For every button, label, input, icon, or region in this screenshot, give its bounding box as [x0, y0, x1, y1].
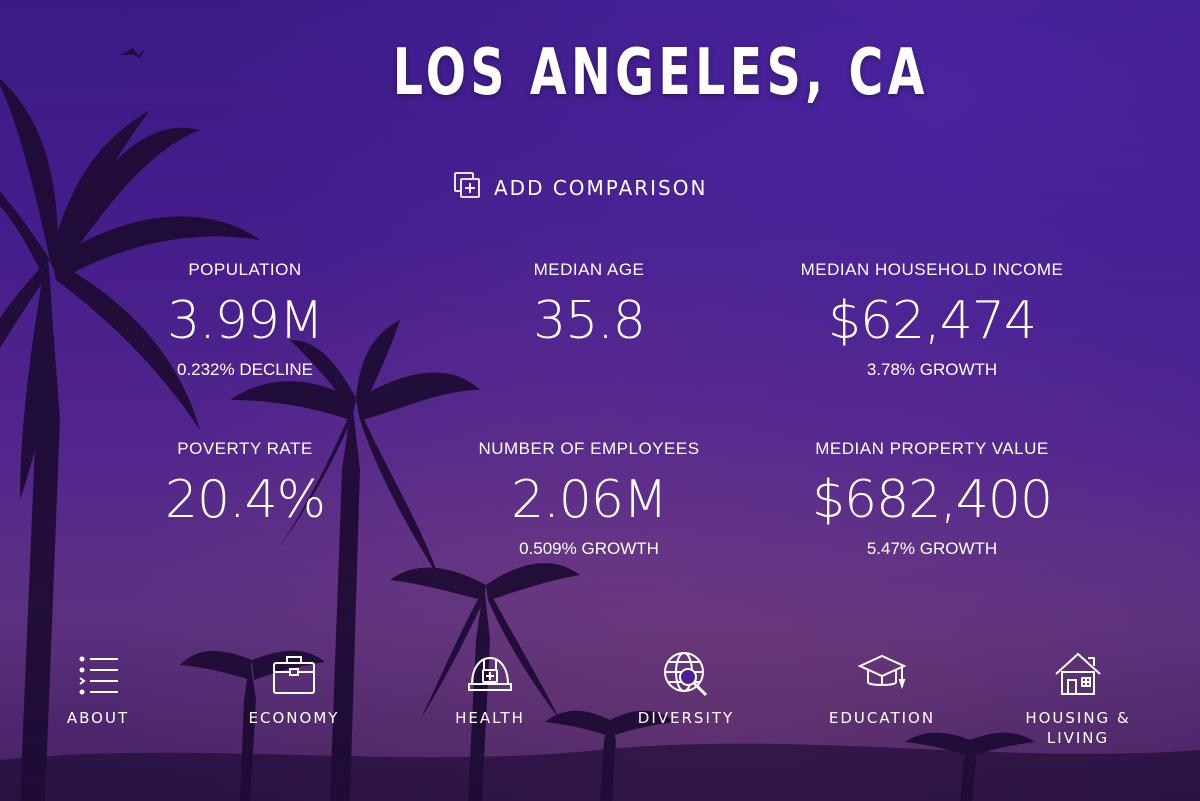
stat-change	[424, 360, 754, 382]
globe-search-icon	[664, 652, 708, 697]
nav-label: HOUSING & LIVING	[1025, 709, 1131, 747]
stat-number-of-employees: NUMBER OF EMPLOYEES 2.06M 0.509% GROWTH	[424, 439, 754, 561]
stat-label: POPULATION	[188, 260, 302, 279]
stat-change: 0.509% GROWTH	[519, 539, 659, 558]
graduation-cap-icon	[858, 654, 906, 690]
nav-label: HEALTH	[455, 709, 525, 727]
stat-median-age: MEDIAN AGE 35.8	[424, 260, 754, 382]
stat-population: POPULATION 3.99M 0.232% DECLINE	[80, 260, 410, 382]
stat-label: MEDIAN HOUSEHOLD INCOME	[800, 260, 1064, 279]
add-comparison-button[interactable]: ADD COMPARISON	[452, 170, 707, 202]
nav-item-education[interactable]: EDUCATION	[812, 650, 952, 728]
stat-value: $682,400	[811, 470, 1053, 530]
briefcase-icon	[273, 656, 315, 694]
add-comparison-icon	[454, 172, 480, 198]
section-nav: ABOUT ECONOMY HEALTH	[0, 650, 1200, 770]
stat-value: 2.06M	[511, 470, 668, 530]
stat-change: 0.232% DECLINE	[176, 360, 314, 379]
stat-change	[80, 539, 410, 561]
list-icon	[79, 656, 118, 695]
stat-change: 3.78% GROWTH	[866, 360, 998, 379]
nav-item-health[interactable]: HEALTH	[420, 650, 560, 728]
stat-value: 3.99M	[167, 291, 324, 351]
stat-poverty-rate: POVERTY RATE 20.4%	[80, 439, 410, 561]
nav-item-housing-living[interactable]: HOUSING & LIVING	[1008, 650, 1148, 748]
house-icon	[1055, 652, 1101, 695]
stat-value: 35.8	[533, 291, 646, 351]
nav-item-about[interactable]: ABOUT	[28, 650, 168, 728]
medical-helmet-icon	[468, 656, 512, 691]
stat-change: 5.47% GROWTH	[866, 539, 998, 558]
stat-label: NUMBER OF EMPLOYEES	[478, 439, 700, 458]
stat-label: MEDIAN AGE	[533, 260, 645, 279]
stat-value: $62,474	[827, 291, 1037, 351]
stat-median-household-income: MEDIAN HOUSEHOLD INCOME $62,474 3.78% GR…	[767, 260, 1097, 382]
nav-item-economy[interactable]: ECONOMY	[224, 650, 364, 728]
nav-label: DIVERSITY	[637, 709, 735, 727]
nav-label: ECONOMY	[248, 709, 340, 727]
stat-label: MEDIAN PROPERTY VALUE	[815, 439, 1049, 458]
stat-label: POVERTY RATE	[177, 439, 313, 458]
page-title: LOS ANGELES, CA	[392, 36, 929, 110]
stat-value: 20.4%	[164, 470, 326, 530]
nav-item-diversity[interactable]: DIVERSITY	[616, 650, 756, 728]
nav-label: ABOUT	[66, 709, 130, 727]
add-comparison-label: ADD COMPARISON	[494, 176, 708, 200]
nav-label: EDUCATION	[828, 709, 936, 727]
stat-median-property-value: MEDIAN PROPERTY VALUE $682,400 5.47% GRO…	[767, 439, 1097, 561]
